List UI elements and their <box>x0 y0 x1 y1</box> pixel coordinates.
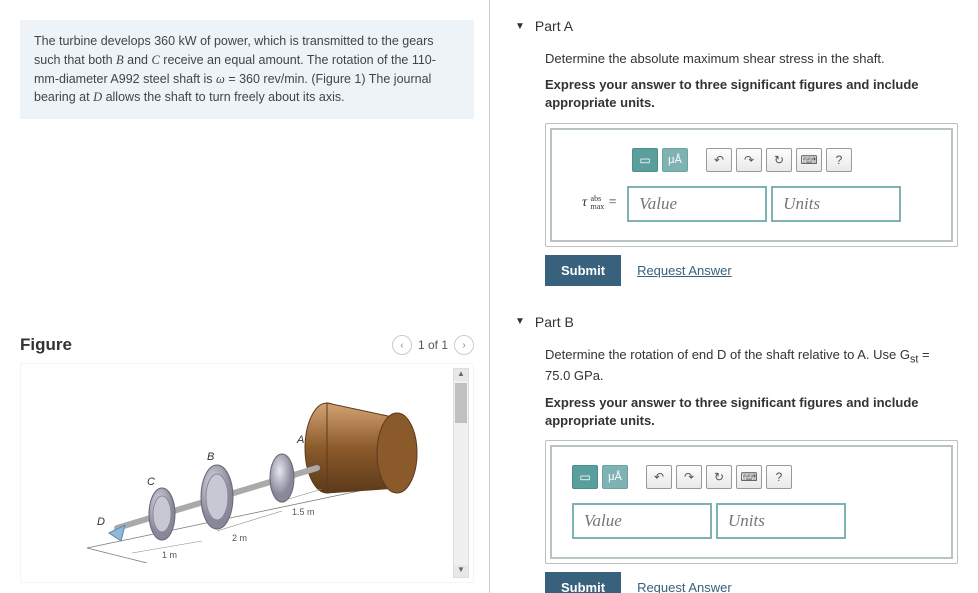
part-a-toolbar: ▭ μÅ ↶ ↷ ↻ ⌨ ? <box>632 148 931 172</box>
redo-icon[interactable]: ↷ <box>736 148 762 172</box>
redo-icon[interactable]: ↷ <box>676 465 702 489</box>
svg-text:B: B <box>207 451 214 463</box>
part-b-prompt: Determine the rotation of end D of the s… <box>545 346 958 386</box>
svg-text:1 m: 1 m <box>162 550 177 560</box>
part-a-title: Part A <box>535 18 573 34</box>
figure-next-button[interactable]: › <box>454 335 474 355</box>
svg-text:D: D <box>97 516 105 528</box>
template-tool-icon[interactable]: ▭ <box>632 148 658 172</box>
svg-text:2 m: 2 m <box>232 533 247 543</box>
keyboard-icon[interactable]: ⌨ <box>796 148 822 172</box>
figure-scrollbar[interactable]: ▲▼ <box>453 368 469 578</box>
svg-text:A: A <box>296 434 304 446</box>
part-a-value-input[interactable] <box>627 186 767 222</box>
part-b-instruction: Express your answer to three significant… <box>545 394 958 430</box>
help-icon[interactable]: ? <box>826 148 852 172</box>
template-tool-icon[interactable]: ▭ <box>572 465 598 489</box>
part-b-request-answer-link[interactable]: Request Answer <box>637 580 732 593</box>
caret-down-icon: ▼ <box>515 316 525 327</box>
part-a-submit-button[interactable]: Submit <box>545 255 621 286</box>
undo-icon[interactable]: ↶ <box>646 465 672 489</box>
part-b-units-input[interactable] <box>716 503 846 539</box>
part-a-header[interactable]: ▼ Part A <box>515 10 958 42</box>
part-b-title: Part B <box>535 314 574 330</box>
part-b-toolbar: ▭ μÅ ↶ ↷ ↻ ⌨ ? <box>572 465 931 489</box>
undo-icon[interactable]: ↶ <box>706 148 732 172</box>
svg-text:1.5 m: 1.5 m <box>292 507 315 517</box>
figure-viewport: A B C D 1.5 m 2 m 1 m <box>20 363 474 583</box>
problem-statement: The turbine develops 360 kW of power, wh… <box>20 20 474 119</box>
reset-icon[interactable]: ↻ <box>766 148 792 172</box>
figure-title: Figure <box>20 335 72 355</box>
units-tool-icon[interactable]: μÅ <box>662 148 688 172</box>
part-b-submit-button[interactable]: Submit <box>545 572 621 593</box>
svg-text:C: C <box>147 476 155 488</box>
help-icon[interactable]: ? <box>766 465 792 489</box>
units-tool-icon[interactable]: μÅ <box>602 465 628 489</box>
part-a-var-label: τ absmax = <box>582 195 617 211</box>
part-a-instruction: Express your answer to three significant… <box>545 76 958 112</box>
part-a-prompt: Determine the absolute maximum shear str… <box>545 50 958 68</box>
caret-down-icon: ▼ <box>515 21 525 32</box>
part-b-value-input[interactable] <box>572 503 712 539</box>
part-a-units-input[interactable] <box>771 186 901 222</box>
reset-icon[interactable]: ↻ <box>706 465 732 489</box>
figure-prev-button[interactable]: ‹ <box>392 335 412 355</box>
figure-image: A B C D 1.5 m 2 m 1 m <box>57 383 437 563</box>
part-a-request-answer-link[interactable]: Request Answer <box>637 263 732 278</box>
keyboard-icon[interactable]: ⌨ <box>736 465 762 489</box>
figure-page-label: 1 of 1 <box>418 338 448 352</box>
part-b-header[interactable]: ▼ Part B <box>515 306 958 338</box>
